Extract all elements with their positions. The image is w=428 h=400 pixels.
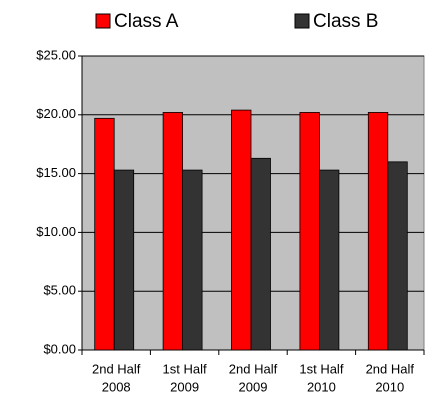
bar [162, 112, 184, 351]
y-tick-label: $20.00 [36, 106, 76, 121]
legend-swatch [95, 13, 111, 29]
bar [182, 169, 203, 351]
x-tick-label: 2009 [239, 379, 268, 394]
bar [367, 112, 389, 351]
x-tick-label: 1st Half [299, 361, 343, 376]
legend-swatch [294, 13, 310, 29]
x-tick-label: 2010 [375, 379, 404, 394]
x-tick-label: 2nd Half [366, 361, 415, 376]
y-tick-label: $5.00 [43, 283, 76, 298]
y-tick-label: $0.00 [43, 341, 76, 356]
legend-label: Class A [114, 11, 179, 32]
bar [250, 157, 271, 351]
y-tick-label: $15.00 [36, 165, 76, 180]
bar [318, 169, 340, 351]
x-tick-label: 2nd Half [229, 361, 278, 376]
x-tick-label: 2nd Half [92, 361, 141, 376]
bar [113, 169, 135, 351]
bar [299, 112, 320, 351]
y-tick-label: $10.00 [36, 224, 76, 239]
x-tick-label: 2009 [170, 379, 199, 394]
legend-label: Class B [313, 11, 378, 32]
bar [94, 117, 115, 351]
bar [387, 161, 408, 351]
y-tick-label: $25.00 [36, 47, 76, 62]
x-tick-label: 2008 [102, 379, 131, 394]
x-tick-label: 1st Half [163, 361, 207, 376]
x-tick-label: 2010 [307, 379, 336, 394]
bar [231, 109, 252, 351]
